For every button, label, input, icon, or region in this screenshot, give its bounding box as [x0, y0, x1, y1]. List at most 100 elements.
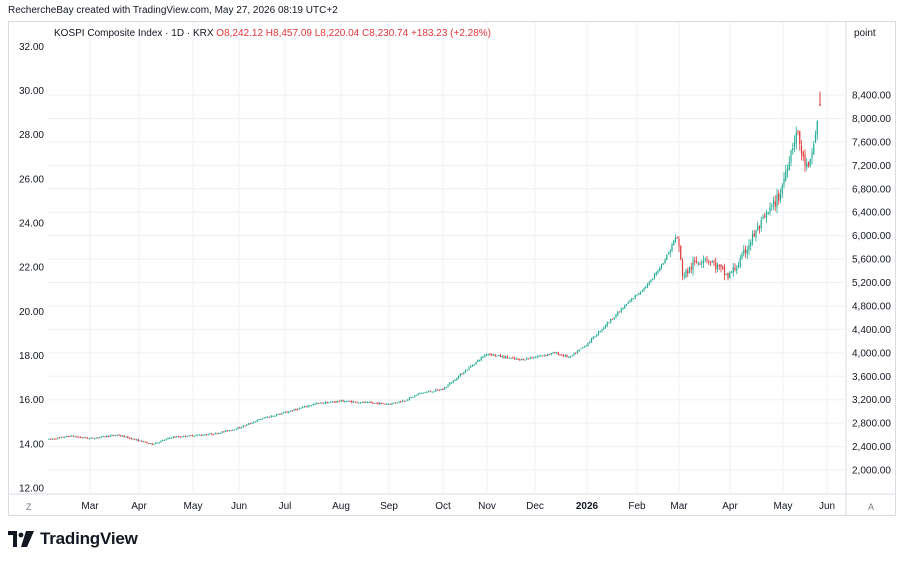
candle-body: [188, 435, 190, 437]
candle-body: [510, 357, 512, 359]
right-tick-label: 3,200.00: [852, 395, 891, 406]
candle-body: [709, 261, 712, 263]
candle-body: [156, 442, 159, 444]
log-scale-toggle[interactable]: Z: [26, 502, 32, 512]
candle-body: [732, 267, 734, 273]
candle-body: [414, 395, 416, 397]
candle-body: [265, 417, 267, 419]
candle-body: [260, 419, 262, 421]
x-tick-label: Oct: [435, 501, 451, 512]
candle-body: [127, 436, 129, 439]
x-tick-label: Nov: [478, 501, 496, 512]
candle-body: [517, 358, 519, 360]
candle-body: [293, 409, 295, 411]
candle-body: [702, 260, 705, 264]
candle-body: [786, 168, 789, 172]
candle-body: [603, 327, 605, 330]
auto-scale-toggle[interactable]: A: [868, 502, 875, 512]
candle-body: [456, 378, 458, 380]
candle-body: [377, 402, 379, 405]
candle-body: [247, 423, 250, 425]
tradingview-logo-icon: [8, 531, 34, 547]
candle-body: [772, 200, 775, 205]
candle-body: [533, 357, 535, 359]
candle-body: [233, 429, 236, 431]
candle-body: [321, 402, 323, 404]
candle-body: [475, 361, 477, 365]
candle-body: [767, 212, 769, 214]
candle-body: [261, 418, 264, 420]
candle-body: [295, 409, 297, 411]
candle-body: [522, 359, 524, 361]
candle-body: [694, 260, 696, 263]
candle-body: [193, 435, 195, 437]
candle-body: [813, 144, 815, 154]
candle-body: [613, 317, 615, 320]
candle-body: [155, 442, 157, 445]
candle-body: [219, 432, 222, 434]
candle-body: [317, 403, 320, 405]
candle-body: [695, 261, 698, 263]
x-tick-label: Apr: [131, 501, 147, 512]
right-tick-label: 4,000.00: [852, 348, 891, 359]
candle-body: [797, 130, 799, 132]
candle-body: [792, 147, 794, 151]
candle-body: [391, 402, 393, 405]
candle-body: [58, 437, 61, 439]
candle-body: [720, 264, 722, 268]
candle-body: [298, 408, 300, 410]
candle-body: [610, 318, 612, 323]
candle-body: [429, 391, 432, 393]
candle-body: [498, 355, 500, 357]
candle-body: [396, 402, 398, 404]
candle-body: [67, 436, 69, 438]
symbol-label: KOSPI Composite Index · 1D · KRX: [54, 28, 214, 39]
candle-body: [125, 436, 127, 438]
candle-body: [653, 274, 656, 279]
candle-body: [176, 436, 178, 438]
candle-body: [554, 352, 556, 354]
candle-body: [100, 436, 103, 438]
candle-body: [443, 387, 446, 390]
candle-body: [277, 413, 279, 415]
candle-body: [655, 272, 657, 275]
candle-body: [438, 389, 440, 391]
candle-body: [288, 411, 290, 413]
candle-body: [478, 360, 481, 362]
candle-body: [729, 272, 731, 279]
candle-body: [715, 262, 717, 269]
candle-body: [676, 237, 678, 239]
candle-body: [512, 357, 514, 359]
last-candle-body: [819, 104, 821, 106]
candle-body: [660, 264, 663, 269]
candle-body: [718, 264, 720, 267]
x-axis: Mar Apr May Jun Jul Aug Sep Oct Nov Dec 2026 Feb Mar…: [81, 501, 835, 512]
left-tick-label: 24.00: [19, 219, 44, 230]
candle-body: [97, 437, 99, 439]
candle-body: [207, 434, 209, 436]
x-tick-label: Aug: [332, 501, 350, 512]
candle-body: [804, 155, 806, 166]
candle-body: [305, 406, 307, 408]
candle-body: [281, 413, 283, 415]
x-tick-label: May: [184, 501, 203, 512]
candle-body: [673, 240, 675, 245]
candle-body: [347, 400, 349, 402]
candle-body: [611, 318, 614, 320]
candle-body: [428, 391, 430, 393]
candle-body: [638, 293, 640, 295]
candle-body: [405, 400, 407, 402]
candle-body: [86, 437, 89, 439]
candle-body: [461, 373, 463, 375]
candle-body: [496, 355, 498, 357]
candle-body: [211, 433, 213, 435]
candle-body: [419, 392, 421, 394]
candle-body: [137, 439, 139, 442]
candle-body: [687, 270, 689, 274]
candle-body: [527, 358, 530, 360]
candle-body: [256, 419, 258, 422]
candle-body: [459, 373, 461, 377]
candle-body: [753, 233, 755, 237]
candle-body: [225, 430, 227, 432]
